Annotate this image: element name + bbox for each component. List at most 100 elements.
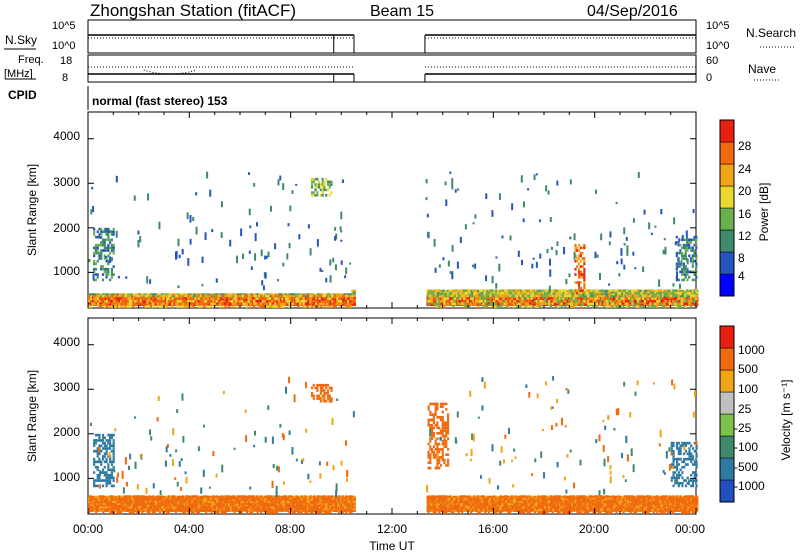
data-cell (226, 303, 228, 306)
data-cell (548, 295, 550, 298)
data-cell (97, 260, 99, 263)
data-cell (427, 303, 429, 306)
data-cell (303, 297, 305, 300)
data-cell (637, 303, 639, 306)
data-cell (683, 263, 685, 266)
data-cell (695, 289, 697, 292)
data-cell (461, 295, 463, 298)
data-cell (552, 303, 554, 306)
data-cell (485, 193, 487, 199)
data-cell (427, 292, 429, 295)
data-cell (695, 297, 697, 300)
data-cell (665, 247, 667, 255)
data-cell (93, 295, 95, 298)
data-cell (516, 292, 518, 295)
data-cell (219, 305, 221, 308)
data-cell (270, 206, 272, 212)
data-cell (318, 186, 320, 189)
data-cell (583, 271, 585, 274)
data-cell (520, 289, 522, 292)
data-cell (269, 297, 271, 300)
data-cell (615, 303, 617, 306)
data-cell (491, 210, 493, 217)
data-cell (571, 300, 573, 303)
data-cell (248, 300, 250, 303)
data-cell (249, 305, 251, 308)
data-cell (596, 289, 598, 292)
data-cell (319, 268, 321, 272)
data-cell (162, 300, 164, 303)
data-cell (90, 305, 92, 308)
data-cell (686, 273, 688, 276)
data-cell (594, 252, 596, 258)
data-cell (265, 272, 267, 278)
data-cell (123, 300, 125, 303)
data-cell (578, 292, 580, 295)
data-cell (136, 297, 138, 300)
data-cell (304, 300, 306, 303)
data-cell (310, 297, 312, 300)
data-cell (473, 222, 475, 224)
data-cell (107, 244, 109, 247)
data-cell (286, 253, 288, 259)
data-cell (548, 303, 550, 306)
data-cell (255, 303, 257, 306)
data-cell (95, 268, 97, 271)
data-cell (447, 297, 449, 300)
data-cell (205, 232, 207, 240)
data-cell (693, 249, 695, 252)
power-cbar-tick-16: 16 (738, 207, 752, 221)
data-cell (665, 305, 667, 308)
data-cell (225, 305, 227, 308)
data-cell (474, 289, 476, 292)
data-cell (100, 300, 102, 303)
data-cell (649, 292, 651, 295)
freq-tick-bottom: 8 (62, 72, 68, 84)
data-cell (653, 292, 655, 295)
data-cell (695, 236, 697, 239)
data-cell (111, 295, 113, 298)
data-cell (499, 193, 501, 200)
data-cell (601, 297, 603, 300)
data-cell (673, 217, 675, 224)
data-cell (465, 224, 467, 229)
data-cell (118, 295, 120, 298)
data-cell (152, 297, 154, 300)
power-ytick-1000: 1000 (53, 264, 80, 278)
data-cell (623, 305, 625, 308)
nsky-tick-bottom: 10^0 (52, 40, 76, 52)
data-cell (642, 297, 644, 300)
data-cell (193, 305, 195, 308)
data-cell (617, 295, 619, 298)
power-ytick-4000: 4000 (53, 129, 80, 143)
data-cell (353, 299, 355, 301)
power-data-layer (88, 172, 698, 308)
data-cell (353, 496, 355, 498)
data-cell (589, 292, 591, 295)
data-cell (353, 295, 355, 297)
data-cell (253, 300, 255, 303)
data-cell (654, 226, 656, 228)
data-cell (457, 262, 459, 269)
data-cell (685, 305, 687, 308)
data-cell (607, 303, 609, 306)
data-cell (472, 297, 474, 300)
data-cell (642, 289, 644, 292)
data-cell (619, 300, 621, 303)
data-cell (695, 263, 697, 266)
data-cell (492, 276, 494, 283)
data-cell (147, 295, 149, 298)
data-cell (141, 297, 143, 300)
data-cell (438, 297, 440, 300)
data-cell (310, 248, 312, 255)
data-cell (626, 289, 628, 292)
data-cell (549, 259, 551, 266)
data-cell (521, 260, 523, 265)
data-cell (454, 297, 456, 300)
data-cell (690, 305, 692, 308)
data-cell (626, 245, 628, 252)
data-cell (109, 257, 111, 263)
data-cell (642, 266, 644, 272)
data-cell (693, 300, 695, 303)
data-cell (695, 295, 697, 298)
